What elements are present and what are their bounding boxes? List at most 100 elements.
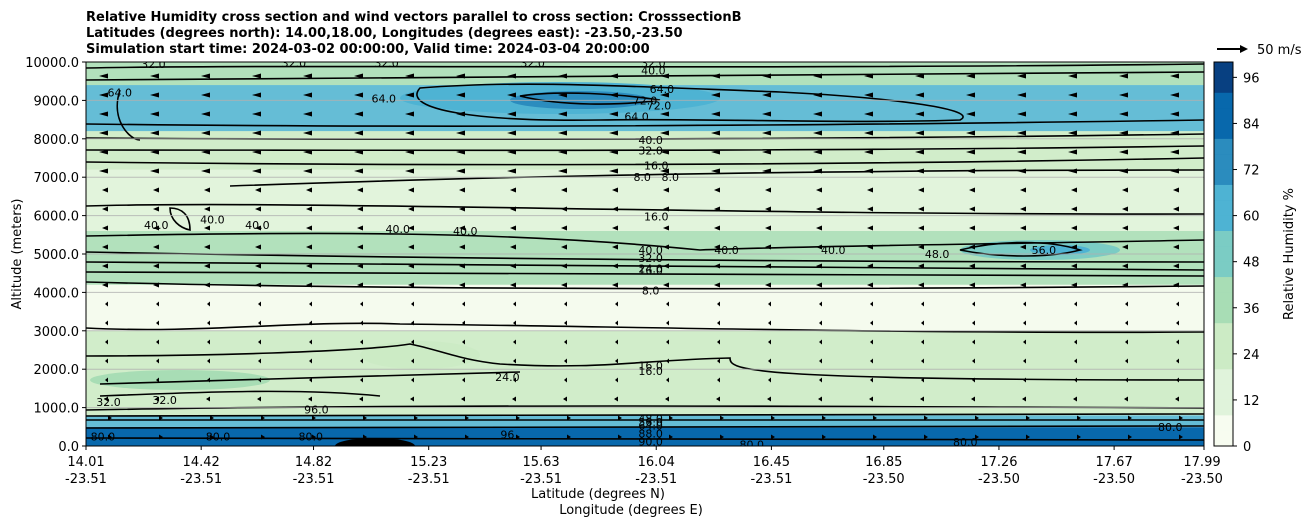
wind-arrow-70 — [303, 130, 312, 136]
wind-arrow-5 — [354, 73, 363, 79]
wind-arrow-178 — [204, 225, 210, 231]
wind-arrow-224 — [306, 263, 312, 269]
colorbar-step-2 — [1214, 399, 1233, 416]
colorbar-step-16 — [1214, 184, 1233, 201]
wind-arrow-93 — [354, 149, 363, 155]
wind-arrow-174 — [1122, 206, 1128, 212]
colorbar-step-0 — [1214, 430, 1233, 446]
wind-arrow-152 — [1122, 187, 1128, 193]
colorbar-step-20 — [1214, 123, 1233, 139]
wind-arrow-439 — [1179, 434, 1183, 440]
wind-arrow-285 — [1176, 301, 1179, 307]
wind-arrow-369 — [972, 377, 975, 383]
colorbar-label: Relative Humidity % — [1282, 188, 1297, 320]
wind-arrow-325 — [972, 339, 975, 345]
wind-arrow-377 — [257, 396, 261, 402]
wind-arrow-184 — [510, 225, 516, 231]
wind-arrow-139 — [459, 187, 465, 193]
wind-arrow-391 — [971, 396, 975, 402]
wind-arrow-121 — [660, 168, 669, 174]
wind-arrow-122 — [711, 168, 720, 174]
wind-arrow-102 — [813, 149, 822, 155]
wind-arrow-119 — [558, 168, 567, 174]
x-tick-lat-label-3: 15.23 — [410, 455, 447, 470]
quiver-key-label: 50 m/s — [1257, 43, 1302, 58]
wind-arrow-31 — [558, 92, 567, 98]
wind-arrow-95 — [456, 149, 465, 155]
wind-arrow-18 — [1017, 73, 1026, 79]
colorbar-step-3 — [1214, 384, 1233, 400]
wind-arrow-185 — [561, 225, 567, 231]
y-tick-label-5: 5000.0 — [34, 248, 80, 263]
wind-arrow-309 — [156, 339, 159, 345]
wind-arrow-432 — [822, 434, 826, 440]
contour-label-1: 32.0 — [282, 57, 307, 70]
contour-label-0: 32.0 — [141, 58, 166, 71]
wind-arrow-427 — [567, 434, 571, 440]
wind-arrow-214 — [918, 244, 924, 250]
wind-arrow-428 — [618, 434, 622, 440]
contour-label-36: 32.0 — [96, 396, 121, 409]
contour-labels: 32.0 32.0 32.0 32.0 32.040.064.0 64.064.072.0… — [91, 57, 1183, 449]
y-tick-label-1: 1000.0 — [34, 402, 80, 417]
wind-arrow-337 — [462, 358, 465, 364]
contour-label-41: 80.0 — [953, 436, 978, 449]
wind-arrow-111 — [150, 168, 159, 174]
wind-arrow-115 — [354, 168, 363, 174]
wind-arrow-153 — [1173, 187, 1179, 193]
contour-label-32: 16.0 — [638, 359, 663, 372]
wind-arrow-425 — [465, 434, 469, 440]
wind-arrow-10 — [609, 73, 618, 79]
wind-arrow-194 — [1020, 225, 1026, 231]
wind-arrow-87 — [1170, 130, 1179, 136]
wind-arrow-338 — [513, 358, 516, 364]
colorbar-step-8 — [1214, 307, 1233, 324]
wind-arrow-156 — [204, 206, 210, 212]
wind-arrow-408 — [720, 415, 724, 421]
wind-arrow-290 — [309, 320, 312, 326]
colorbar-step-13 — [1214, 230, 1233, 247]
wind-arrow-417 — [1179, 415, 1183, 421]
wind-arrow-250 — [510, 282, 516, 288]
wind-arrow-216 — [1020, 244, 1026, 250]
wind-arrow-123 — [762, 168, 771, 174]
x-tick-lon-label-5: -23.51 — [635, 472, 677, 487]
wind-arrow-176 — [102, 225, 108, 231]
wind-arrow-339 — [564, 358, 567, 364]
x-tick-lon-label-0: -23.51 — [65, 472, 107, 487]
wind-arrow-30 — [507, 92, 516, 98]
wind-arrow-275 — [666, 301, 669, 307]
colorbar-step-15 — [1214, 200, 1233, 216]
wind-arrow-434 — [924, 434, 928, 440]
terrain-dark — [335, 438, 415, 446]
wind-arrow-315 — [462, 339, 465, 345]
wind-arrow-388 — [818, 396, 822, 402]
wind-arrow-276 — [717, 301, 720, 307]
wind-arrow-114 — [303, 168, 312, 174]
wind-arrow-1 — [150, 73, 159, 79]
colorbar: 0 12 24 36 48 60 72 84 96 Relative Humidity % — [1213, 61, 1297, 455]
contour-label-31: 56.0 — [1032, 244, 1057, 257]
wind-arrow-195 — [1071, 225, 1077, 231]
contour-48-upper — [86, 119, 1204, 127]
colorbar-tick-label-7: 84 — [1243, 117, 1260, 132]
contour-16-upper — [86, 157, 1204, 166]
wind-arrow-173 — [1071, 206, 1077, 212]
wind-arrow-89 — [150, 149, 159, 155]
wind-arrow-40 — [1017, 92, 1026, 98]
wind-arrow-137 — [357, 187, 363, 193]
wind-arrow-257 — [867, 282, 873, 288]
wind-arrow-249 — [459, 282, 465, 288]
wind-arrow-8 — [507, 73, 516, 79]
contour-label-3: 32.0 — [520, 57, 545, 70]
colorbar-tick-label-4: 48 — [1243, 256, 1260, 271]
x-tick-lon-label-3: -23.51 — [408, 472, 450, 487]
wind-arrow-160 — [408, 206, 414, 212]
x-tick-lat-label-7: 16.85 — [865, 455, 902, 470]
y-tick-label-8: 8000.0 — [34, 133, 80, 148]
wind-arrow-28 — [405, 92, 414, 98]
wind-arrow-48 — [303, 111, 312, 117]
wind-arrow-106 — [1017, 149, 1026, 155]
wind-arrow-367 — [870, 377, 873, 383]
wind-arrow-128 — [1017, 168, 1026, 174]
